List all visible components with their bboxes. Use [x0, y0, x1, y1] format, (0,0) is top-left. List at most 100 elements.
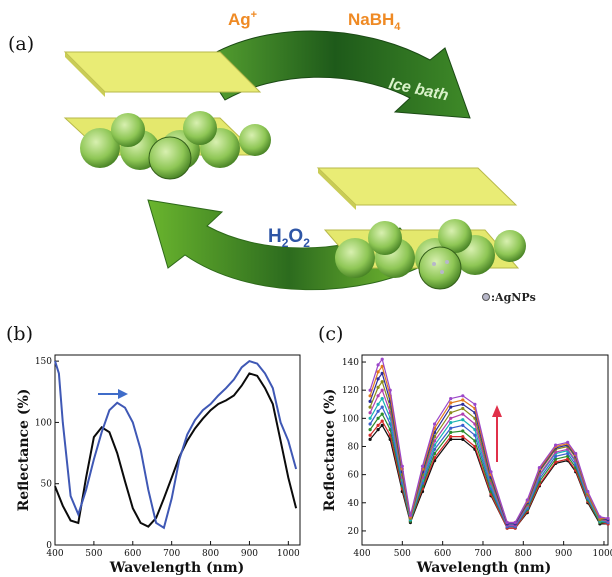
reagent-nabh4-label: NaBH4: [348, 10, 401, 33]
series-line-10: [369, 357, 609, 524]
data-point: [380, 371, 384, 375]
agnps-legend: :AgNPs: [482, 291, 536, 304]
data-point: [433, 422, 437, 426]
data-point: [513, 520, 517, 525]
panel-label-b: (b): [6, 323, 33, 345]
data-point: [449, 435, 453, 439]
data-point: [461, 423, 465, 427]
y-tick-label: 50: [41, 480, 53, 490]
series-group-b: [54, 359, 298, 530]
x-tick-label: 600: [434, 549, 451, 559]
series-line-1: [369, 424, 608, 529]
series-line-8: [369, 371, 609, 525]
data-point: [380, 412, 384, 416]
data-point: [449, 411, 453, 415]
data-point: [449, 430, 453, 434]
data-point: [586, 489, 590, 494]
data-point: [598, 515, 602, 519]
data-point: [461, 418, 465, 422]
x-tick-label: 900: [241, 549, 258, 559]
axis-ticks-c: 400 500 600 700 800 900 1000 20 40 60 80 100 120 140: [342, 358, 612, 559]
data-point: [461, 435, 465, 439]
y-tick-label: 60: [348, 471, 360, 481]
data-point: [376, 385, 380, 389]
data-point: [461, 412, 465, 416]
data-point: [380, 364, 384, 368]
series-line-2: [54, 359, 298, 530]
data-point: [449, 401, 453, 405]
data-point: [368, 394, 372, 398]
x-axis-label-b: Wavelength (nm): [109, 560, 245, 576]
data-point: [380, 397, 384, 401]
agnp-marker-icon: [482, 293, 490, 301]
data-point: [376, 402, 380, 406]
data-point: [420, 464, 425, 468]
data-point: [368, 411, 372, 415]
data-point: [388, 388, 392, 392]
series-line-4: [369, 406, 609, 528]
plot-frame-c: [361, 354, 609, 546]
data-point: [461, 398, 465, 402]
photonic-crystal-stack-before: [63, 51, 271, 180]
reagent-ag-label: Ag+: [228, 9, 257, 29]
axis-ticks-b: 400 500 600 700 800 900 1000 0 50 100 150: [35, 357, 300, 559]
y-tick-label: 100: [342, 414, 359, 424]
panel-c-chart: (c) 400 500 600 700 800 900 1000 20 40 60 80 100 120…: [318, 323, 612, 576]
data-point: [380, 380, 384, 384]
x-tick-label: 500: [85, 549, 102, 559]
data-point: [461, 402, 465, 406]
data-point: [368, 433, 372, 437]
data-point: [368, 388, 372, 392]
data-point: [376, 377, 380, 381]
data-point: [461, 429, 465, 433]
data-point: [368, 399, 372, 403]
x-tick-label: 700: [474, 549, 491, 559]
data-point: [368, 428, 372, 432]
forward-reaction-arrow: [199, 30, 471, 119]
data-point: [537, 466, 542, 470]
data-point: [376, 370, 380, 374]
data-point: [380, 405, 384, 409]
x-axis-label-c: Wavelength (nm): [416, 560, 552, 576]
data-point: [400, 464, 404, 468]
data-point: [574, 451, 578, 456]
data-point: [461, 394, 465, 398]
series-line-5: [369, 397, 608, 526]
data-point: [461, 437, 465, 441]
photonic-crystal-stack-after: [316, 167, 526, 290]
y-tick-label: 80: [348, 442, 360, 452]
y-tick-label: 40: [348, 499, 360, 509]
data-point: [606, 516, 610, 520]
data-point: [554, 443, 558, 447]
y-tick-label: 0: [46, 541, 52, 551]
y-tick-label: 20: [348, 527, 360, 537]
x-tick-label: 600: [124, 549, 141, 559]
panel-label-c: (c): [318, 323, 343, 345]
panel-label-a: (a): [8, 33, 34, 55]
agnps-legend-label: :AgNPs: [491, 291, 536, 304]
data-point: [408, 513, 412, 518]
panel-b-chart: (b) 400 500 600 700 800 900 1000 0 50 100 150 Refl…: [6, 323, 301, 576]
y-tick-label: 150: [35, 357, 52, 367]
sphere-layer: [80, 111, 271, 180]
panel-a-schematic: (a) Ag+ NaBH4 Ice bath H2O2: [8, 9, 536, 304]
data-point: [489, 470, 493, 474]
data-point: [380, 419, 384, 423]
reagent-h2o2-label: H2O2: [268, 226, 310, 250]
data-point: [380, 388, 384, 392]
data-point: [376, 409, 380, 413]
data-point: [449, 405, 453, 409]
data-point: [461, 406, 465, 411]
series-line-6: [369, 388, 609, 526]
y-axis-label-c: Reflectance (%): [322, 389, 338, 512]
data-point: [368, 405, 372, 409]
data-point: [473, 444, 477, 449]
shift-arrow-b: [98, 389, 128, 399]
x-tick-label: 700: [163, 549, 180, 559]
sphere-layer-with-agnps: [335, 219, 526, 290]
series-line-1: [54, 372, 298, 528]
x-tick-label: 800: [202, 549, 219, 559]
data-point: [566, 440, 570, 444]
series-line-9: [369, 364, 608, 524]
